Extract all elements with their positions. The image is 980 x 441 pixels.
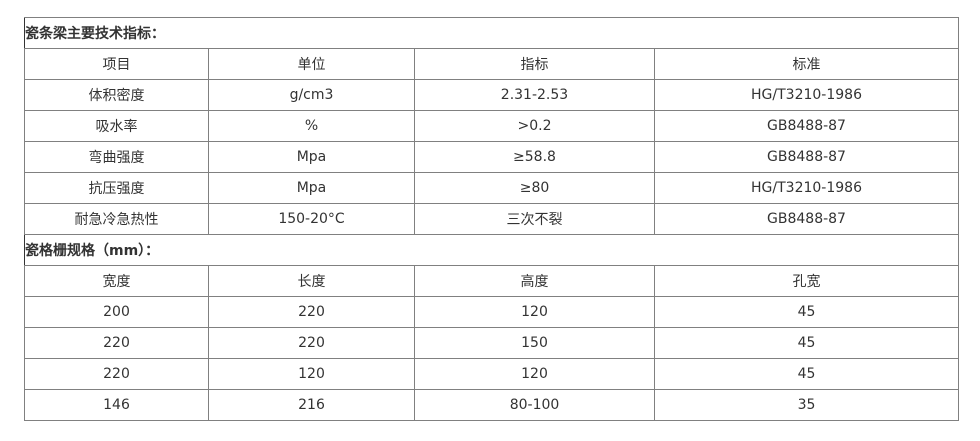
table-cell: 200	[24, 296, 209, 328]
table-cell: 80-100	[414, 389, 655, 421]
table-cell: 弯曲强度	[24, 141, 209, 173]
table-row: 抗压强度 Mpa ≥80 HG/T3210-1986	[24, 172, 959, 204]
table-cell: 2.31-2.53	[414, 79, 655, 111]
table-cell: 146	[24, 389, 209, 421]
table-cell: ≥80	[414, 172, 655, 204]
table-cell: 45	[654, 296, 959, 328]
table-cell: 220	[208, 327, 415, 359]
table-row: 146 216 80-100 35	[24, 389, 959, 421]
table-cell: 耐急冷急热性	[24, 203, 209, 235]
table-row: 200 220 120 45	[24, 296, 959, 328]
table-cell: 120	[208, 358, 415, 390]
table-cell: HG/T3210-1986	[654, 172, 959, 204]
header-row: 宽度 长度 高度 孔宽	[24, 265, 959, 297]
table-cell: %	[208, 110, 415, 142]
table-cell: 长度	[208, 265, 415, 297]
table-cell: 45	[654, 358, 959, 390]
table-cell: >0.2	[414, 110, 655, 142]
table-cell: Mpa	[208, 141, 415, 173]
table-cell: HG/T3210-1986	[654, 79, 959, 111]
table-cell: 220	[208, 296, 415, 328]
table-cell: 150-20°C	[208, 203, 415, 235]
table-cell: 216	[208, 389, 415, 421]
table-cell: 吸水率	[24, 110, 209, 142]
table-cell: 抗压强度	[24, 172, 209, 204]
table-cell: 120	[414, 296, 655, 328]
table-cell: 指标	[414, 48, 655, 80]
table-row: 220 120 120 45	[24, 358, 959, 390]
table-cell: GB8488-87	[654, 203, 959, 235]
table-row: 耐急冷急热性 150-20°C 三次不裂 GB8488-87	[24, 203, 959, 235]
section-title-spec-text: 瓷条梁主要技术指标：	[24, 17, 959, 49]
table-cell: 150	[414, 327, 655, 359]
header-row: 项目 单位 指标 标准	[24, 48, 959, 80]
table-row: 体积密度 g/cm3 2.31-2.53 HG/T3210-1986	[24, 79, 959, 111]
table-cell: 220	[24, 358, 209, 390]
table-row: 220 220 150 45	[24, 327, 959, 359]
table-cell: ≥58.8	[414, 141, 655, 173]
table-cell: g/cm3	[208, 79, 415, 111]
table-row: 吸水率% >0.2 GB8488-87	[24, 110, 959, 142]
table-cell: 孔宽	[654, 265, 959, 297]
section-title-grid-text: 瓷格栅规格（mm）：	[24, 234, 959, 266]
section-title-spec: 瓷条梁主要技术指标：	[24, 17, 959, 49]
spec-table: 瓷条梁主要技术指标： 项目 单位 指标 标准 体积密度 g/cm3 2.31-2.53 HG/T…	[24, 17, 959, 421]
table-cell: 单位	[208, 48, 415, 80]
table-cell: 三次不裂	[414, 203, 655, 235]
table-cell: 体积密度	[24, 79, 209, 111]
table-cell: 45	[654, 327, 959, 359]
table-cell: GB8488-87	[654, 110, 959, 142]
table-cell: 高度	[414, 265, 655, 297]
table-cell: 35	[654, 389, 959, 421]
table-cell: 120	[414, 358, 655, 390]
section-title-grid: 瓷格栅规格（mm）：	[24, 234, 959, 266]
table-row: 弯曲强度 Mpa ≥58.8 GB8488-87	[24, 141, 959, 173]
table-cell: Mpa	[208, 172, 415, 204]
table-cell: 项目	[24, 48, 209, 80]
table-cell: GB8488-87	[654, 141, 959, 173]
table-cell: 220	[24, 327, 209, 359]
table-cell: 标准	[654, 48, 959, 80]
table-cell: 宽度	[24, 265, 209, 297]
